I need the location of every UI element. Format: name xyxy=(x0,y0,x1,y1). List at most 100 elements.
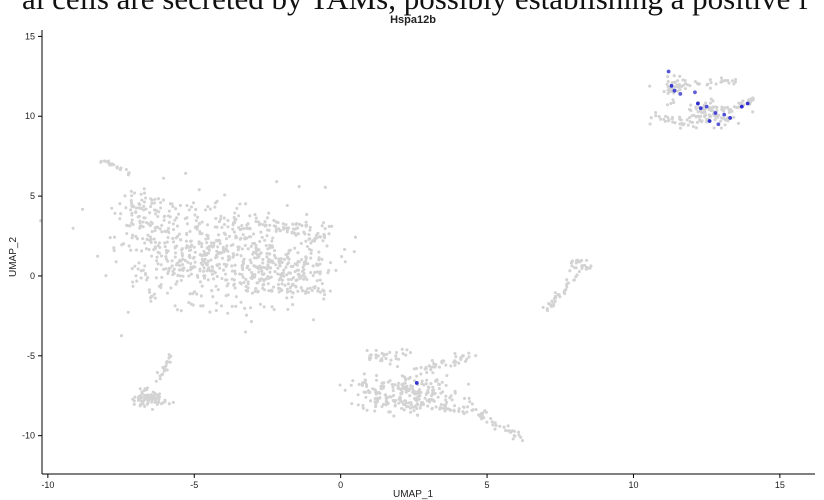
data-point xyxy=(253,272,257,277)
data-point xyxy=(589,264,593,268)
data-point xyxy=(414,366,419,371)
data-point xyxy=(415,413,420,417)
data-point xyxy=(221,245,225,249)
data-point xyxy=(427,364,431,368)
data-point xyxy=(202,259,206,263)
data-point xyxy=(413,379,417,383)
data-point xyxy=(679,84,684,88)
x-axis-label: UMAP_1 xyxy=(393,489,433,500)
data-point xyxy=(146,398,151,402)
data-point xyxy=(411,405,415,409)
data-point xyxy=(119,166,123,170)
data-point xyxy=(438,407,442,411)
data-point xyxy=(130,211,134,215)
data-point xyxy=(189,239,193,243)
data-point xyxy=(268,270,272,274)
data-point xyxy=(175,234,180,239)
data-point xyxy=(214,216,218,220)
data-point xyxy=(208,207,212,211)
data-point xyxy=(278,263,282,267)
data-point xyxy=(285,273,289,277)
data-point xyxy=(428,400,432,404)
data-point xyxy=(585,267,589,271)
data-point xyxy=(705,117,709,122)
data-point xyxy=(223,232,227,237)
data-point xyxy=(368,390,372,394)
data-point xyxy=(168,215,172,219)
data-point xyxy=(444,403,448,407)
data-point xyxy=(311,274,315,278)
data-point xyxy=(181,263,185,267)
data-point xyxy=(205,253,209,257)
data-point xyxy=(444,363,448,367)
data-point xyxy=(272,253,276,257)
data-point xyxy=(402,408,406,412)
data-point xyxy=(323,293,327,297)
data-point xyxy=(175,224,180,228)
data-point xyxy=(256,290,260,294)
data-point xyxy=(126,224,130,228)
data-point xyxy=(250,273,254,277)
data-point xyxy=(266,259,270,263)
data-point xyxy=(395,350,399,355)
data-point xyxy=(235,253,239,257)
data-point xyxy=(149,204,153,209)
data-point xyxy=(398,396,402,400)
data-point xyxy=(145,402,149,406)
data-point xyxy=(365,385,369,389)
data-point xyxy=(153,246,158,250)
data-point xyxy=(213,271,217,275)
data-point xyxy=(230,277,234,281)
data-point xyxy=(727,81,731,85)
data-point xyxy=(262,279,266,283)
data-point xyxy=(397,401,401,405)
data-point xyxy=(426,385,430,389)
data-point xyxy=(685,118,689,122)
data-point xyxy=(148,235,152,239)
data-point xyxy=(171,204,175,209)
data-point xyxy=(234,304,238,308)
data-point xyxy=(222,216,226,220)
data-point xyxy=(163,241,167,245)
data-point xyxy=(163,214,167,218)
data-point xyxy=(491,423,495,427)
data-point xyxy=(268,243,272,247)
data-point xyxy=(222,268,226,272)
data-point xyxy=(694,107,698,111)
data-point xyxy=(394,357,398,361)
data-point xyxy=(188,229,192,233)
data-point xyxy=(148,224,152,228)
data-point xyxy=(409,410,413,414)
data-point xyxy=(149,220,153,224)
data-point xyxy=(373,397,377,401)
data-point xyxy=(143,191,147,195)
data-point xyxy=(386,401,390,405)
data-point xyxy=(71,226,75,230)
data-point xyxy=(157,241,162,245)
data-point xyxy=(112,163,116,167)
data-point xyxy=(437,365,442,369)
data-point xyxy=(654,110,658,115)
data-point xyxy=(218,241,222,246)
data-point xyxy=(457,407,461,411)
highlighted-point xyxy=(693,90,697,95)
data-point xyxy=(388,350,392,354)
data-point xyxy=(149,240,153,244)
data-point xyxy=(318,290,323,294)
data-point xyxy=(156,262,160,266)
data-point xyxy=(181,274,185,278)
data-point xyxy=(363,378,367,382)
data-point xyxy=(708,78,712,82)
data-point xyxy=(191,256,196,260)
data-point xyxy=(444,394,448,398)
data-point xyxy=(419,366,423,370)
data-point xyxy=(172,267,176,271)
data-point xyxy=(152,292,156,296)
data-point xyxy=(568,269,572,273)
data-point xyxy=(374,405,378,409)
data-point xyxy=(199,304,203,308)
data-point xyxy=(407,401,411,405)
data-point xyxy=(676,89,680,93)
data-point xyxy=(663,119,667,123)
data-point xyxy=(277,290,281,294)
